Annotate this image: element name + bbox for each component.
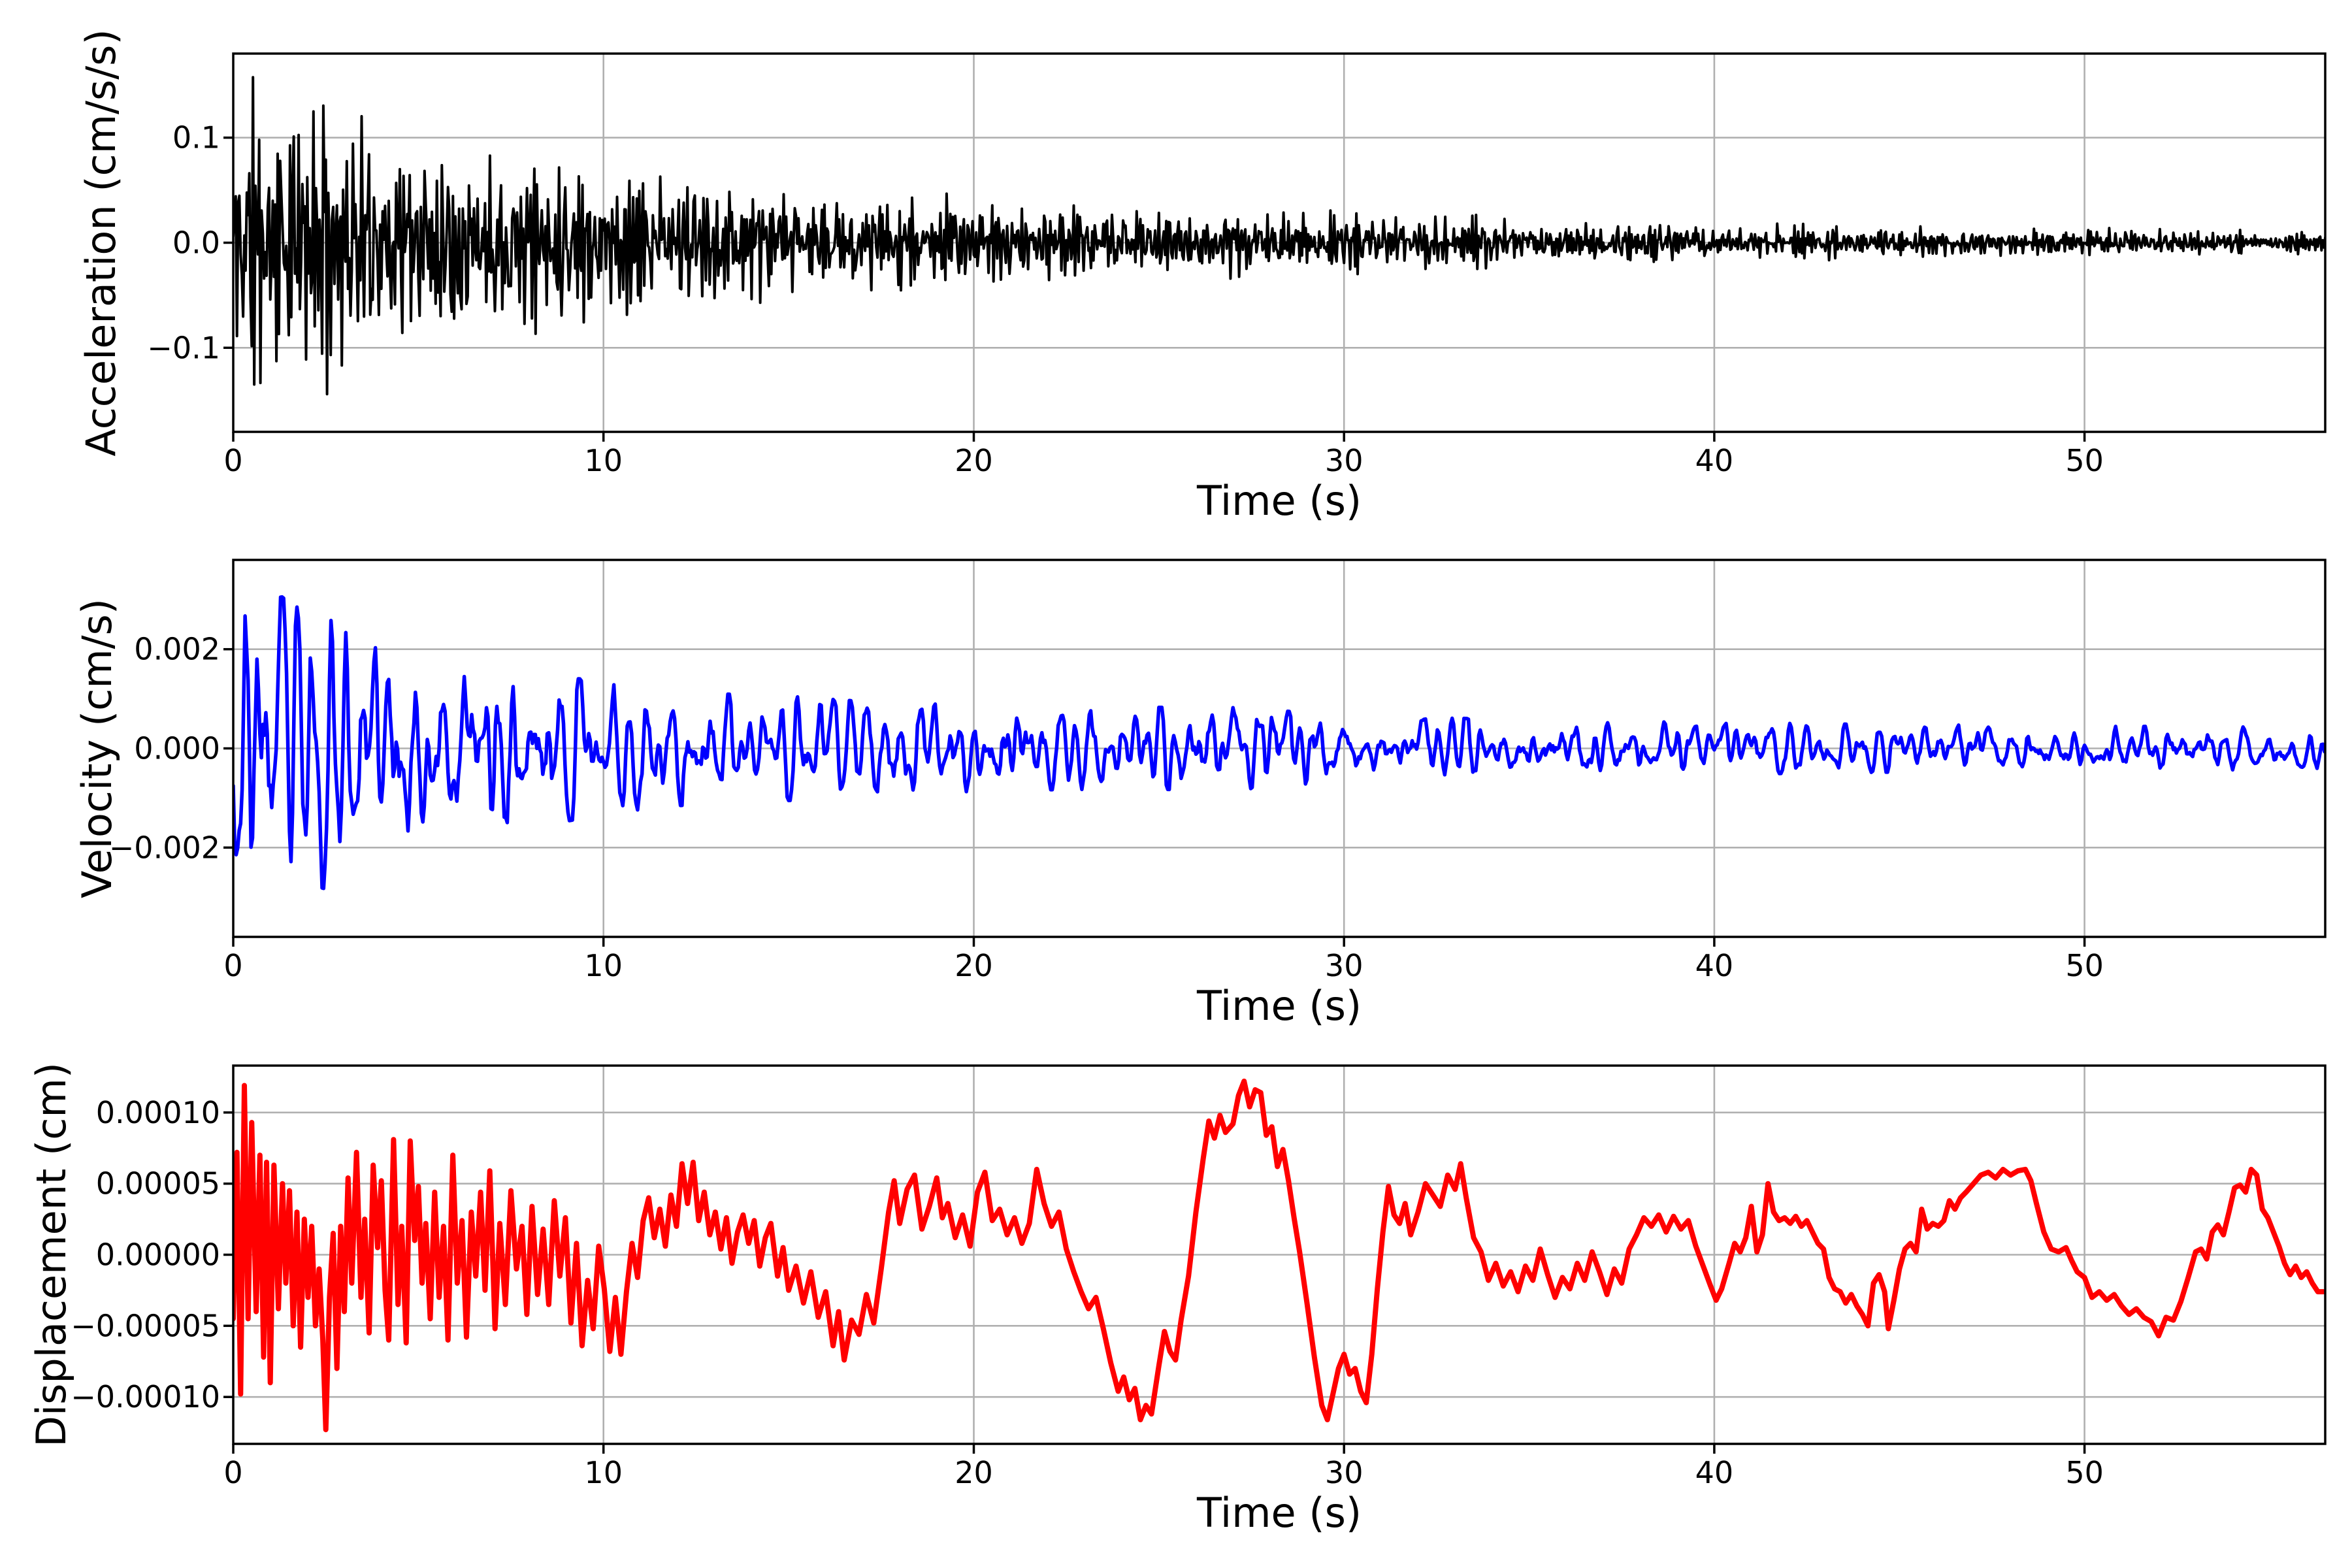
- acceleration-xtick-label: 20: [955, 443, 993, 478]
- acceleration-ytick-label: 0.0: [172, 225, 220, 261]
- displacement-xtick-label: 0: [223, 1455, 242, 1490]
- displacement-ytick-label: 0.00005: [96, 1166, 220, 1201]
- velocity-trace: [233, 595, 2325, 890]
- velocity-xtick-label: 20: [955, 948, 993, 983]
- displacement-ytick-label: −0.00005: [71, 1308, 220, 1343]
- velocity-ytick-label: 0.002: [134, 632, 220, 667]
- displacement-xlabel: Time (s): [1196, 1489, 1362, 1537]
- velocity-xlabel: Time (s): [1196, 982, 1362, 1030]
- velocity-xtick-label: 50: [2065, 948, 2104, 983]
- acceleration-ytick-label: −0.1: [147, 330, 220, 365]
- displacement-xtick-label: 50: [2065, 1455, 2104, 1490]
- velocity-xtick-label: 10: [584, 948, 623, 983]
- displacement-trace: [233, 1078, 2325, 1433]
- displacement-ytick-label: −0.00010: [71, 1379, 220, 1414]
- velocity-ytick-label: −0.002: [109, 830, 220, 865]
- displacement-ytick-label: 0.00000: [96, 1237, 220, 1273]
- displacement-panel: 0 10 20 30 40 50 0.00010 0.00005 0.00000 −0.00005…: [27, 1062, 2327, 1537]
- displacement-ytick-label: 0.00010: [96, 1095, 220, 1130]
- acceleration-panel: 0 10 20 30 40 50 0.1 0.0 −0.1 Time (s) Acceleratio…: [77, 29, 2327, 525]
- acceleration-trace: [233, 76, 2325, 396]
- velocity-ytick-label: 0.000: [134, 731, 220, 766]
- velocity-xtick-label: 0: [223, 948, 242, 983]
- velocity-xtick-label: 30: [1325, 948, 1364, 983]
- acceleration-xlabel: Time (s): [1196, 477, 1362, 525]
- velocity-panel: 0 10 20 30 40 50 0.002 0.000 −0.002 Time (s) Veloc…: [73, 559, 2327, 1030]
- velocity-ylabel: Velocity (cm/s): [73, 598, 121, 898]
- acceleration-xtick-label: 10: [584, 443, 623, 478]
- displacement-xtick-label: 30: [1325, 1455, 1364, 1490]
- acceleration-xtick-label: 0: [223, 443, 242, 478]
- acceleration-ylabel: Acceleration (cm/s/s): [77, 29, 125, 456]
- displacement-xtick-label: 40: [1695, 1455, 1734, 1490]
- displacement-xtick-label: 10: [584, 1455, 623, 1490]
- displacement-xtick-label: 20: [955, 1455, 993, 1490]
- acceleration-xtick-label: 30: [1325, 443, 1364, 478]
- velocity-xtick-label: 40: [1695, 948, 1734, 983]
- acceleration-xtick-label: 40: [1695, 443, 1734, 478]
- acceleration-xtick-label: 50: [2065, 443, 2104, 478]
- displacement-ylabel: Displacement (cm): [27, 1062, 75, 1447]
- acceleration-ytick-label: 0.1: [172, 120, 220, 155]
